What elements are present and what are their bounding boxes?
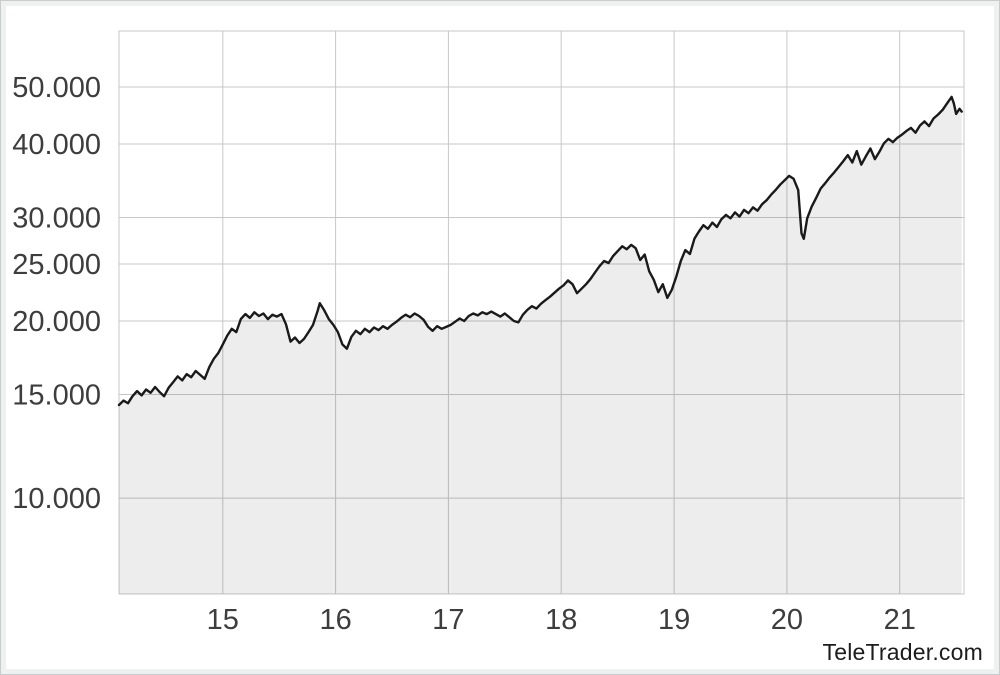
x-axis-label: 18	[545, 604, 577, 636]
x-axis-label: 17	[432, 604, 464, 636]
y-axis-label: 15.000	[12, 380, 101, 412]
y-axis-label: 50.000	[12, 72, 101, 104]
x-axis-label: 16	[319, 604, 351, 636]
x-axis-label: 19	[658, 604, 690, 636]
y-axis-label: 40.000	[12, 129, 101, 161]
area-fill	[119, 96, 962, 595]
y-axis-label: 30.000	[12, 203, 101, 235]
price-line	[117, 95, 963, 407]
x-axis-label: 21	[884, 604, 916, 636]
x-axis-label: 20	[771, 604, 803, 636]
y-axis-label: 25.000	[12, 249, 101, 281]
x-axis-label: 15	[207, 604, 239, 636]
y-axis-label: 20.000	[12, 306, 101, 338]
plot-border	[118, 30, 965, 595]
teletrader-watermark: TeleTrader.com	[822, 639, 983, 665]
y-axis-label: 10.000	[12, 483, 101, 515]
